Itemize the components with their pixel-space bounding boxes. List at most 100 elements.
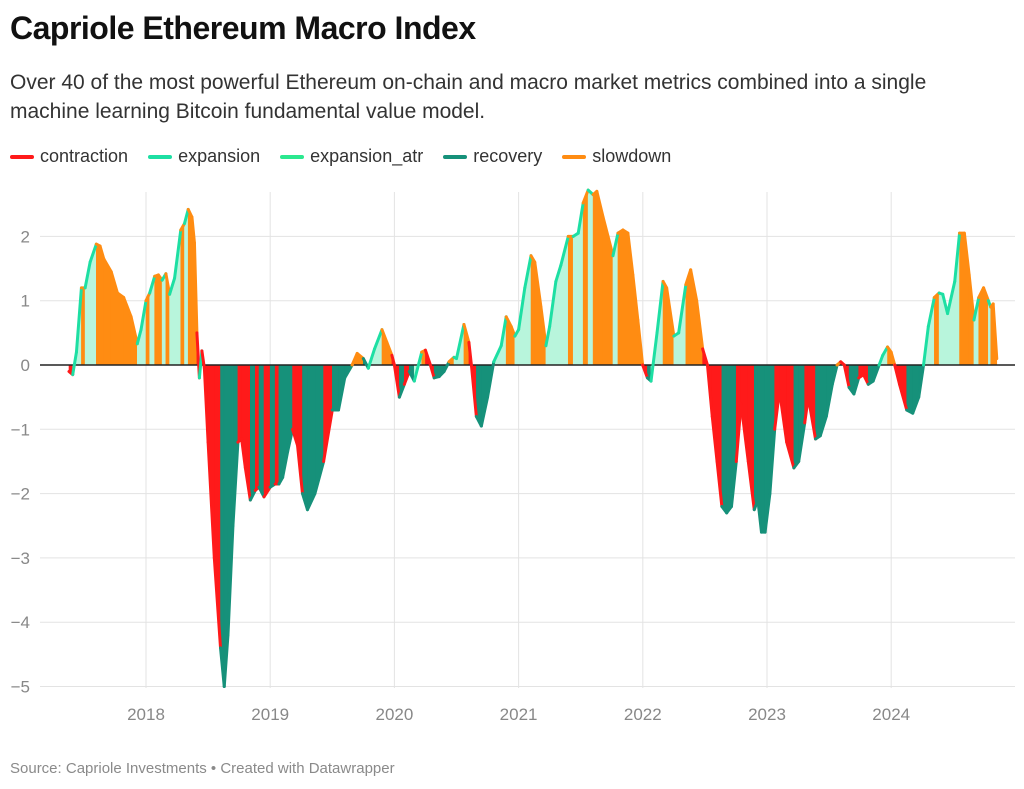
- legend-label: recovery: [473, 146, 543, 166]
- line-segment-recovery: [479, 395, 490, 428]
- line-segment-slowdown: [122, 295, 133, 319]
- legend-label: contraction: [40, 146, 129, 166]
- legend-label: expansion: [178, 146, 261, 166]
- area-segment-slowdown: [158, 274, 163, 366]
- area-segment-recovery: [726, 364, 732, 514]
- legend-swatch: [280, 154, 305, 159]
- line-segment-contraction: [291, 427, 300, 447]
- line-segment-recovery: [818, 414, 828, 438]
- x-tick-label: 2020: [375, 705, 413, 724]
- area-segment-contraction: [274, 364, 280, 485]
- line-segment-expansion: [373, 328, 384, 351]
- line-segment-contraction: [206, 440, 216, 560]
- line-segment-recovery: [286, 427, 295, 454]
- legend-label: slowdown: [592, 146, 672, 166]
- line-segment-recovery: [281, 450, 290, 480]
- line-segment-expansion: [492, 344, 503, 364]
- line-segment-contraction: [243, 466, 252, 502]
- line-segment-contraction: [296, 443, 304, 496]
- area-segment-slowdown: [117, 292, 124, 366]
- line-segment-recovery: [871, 363, 881, 383]
- legend-item-recovery: recovery: [443, 146, 542, 167]
- legend-item-contraction: contraction: [10, 146, 128, 167]
- area-segment-recovery: [332, 364, 339, 411]
- line-segment-contraction: [423, 348, 432, 367]
- line-segment-slowdown: [601, 215, 610, 238]
- line-segment-expansion: [135, 328, 143, 346]
- line-segment-slowdown: [462, 322, 471, 344]
- x-tick-label: 2024: [872, 705, 910, 724]
- line-segment-recovery: [257, 485, 266, 499]
- chart-subtitle: Over 40 of the most powerful Ethereum on…: [10, 71, 927, 123]
- line-segment-expansion: [168, 276, 177, 296]
- line-segment-contraction: [715, 459, 724, 508]
- line-segment-contraction: [469, 363, 478, 418]
- area-segment-recovery: [815, 364, 821, 440]
- area-segment-slowdown: [154, 274, 159, 366]
- line-segment-expansion: [649, 331, 659, 383]
- line-segment-expansion: [877, 353, 885, 367]
- line-segment-recovery: [729, 459, 738, 508]
- y-tick-label: 1: [21, 292, 30, 311]
- line-segment-recovery: [442, 360, 451, 373]
- area-segment-slowdown: [617, 229, 624, 366]
- area-segment-slowdown: [103, 257, 112, 366]
- x-tick-label: 2022: [624, 705, 662, 724]
- legend-item-slowdown: slowdown: [562, 146, 671, 167]
- line-segment-contraction: [842, 363, 851, 390]
- line-segment-slowdown: [631, 273, 640, 322]
- x-axis: 2018 2019 2020 2021 2022 2023 2024: [127, 705, 910, 724]
- line-segment-expansion: [946, 279, 957, 316]
- line-segment-contraction: [322, 408, 334, 463]
- line-segment-contraction: [240, 437, 247, 470]
- line-segment-expansion: [83, 260, 92, 290]
- line-segment-slowdown: [129, 315, 139, 346]
- line-segment-recovery: [222, 633, 230, 688]
- y-tick-label: −2: [11, 485, 30, 504]
- line-segment-expansion: [173, 228, 183, 280]
- area-segment-expansion: [673, 332, 679, 366]
- area-segment-contraction: [254, 364, 260, 492]
- line-segment-recovery: [343, 363, 354, 380]
- line-segment-contraction: [734, 402, 743, 463]
- line-segment-slowdown: [581, 188, 590, 205]
- area-segment-expansion: [572, 232, 579, 366]
- line-segment-recovery: [797, 421, 807, 463]
- line-segment-contraction: [262, 485, 272, 499]
- line-segment-recovery: [486, 360, 496, 399]
- area-segment-expansion: [938, 292, 944, 366]
- area-segment-recovery: [721, 364, 727, 514]
- legend-item-expansion: expansion: [148, 146, 260, 167]
- line-segment-slowdown: [626, 231, 635, 277]
- line-segment-expansion: [554, 263, 563, 283]
- line-segment-slowdown: [967, 273, 976, 322]
- y-tick-label: −3: [11, 549, 30, 568]
- legend-swatch: [148, 154, 173, 159]
- legend-label: expansion_atr: [310, 146, 424, 166]
- area-segment-recovery: [269, 364, 276, 488]
- line-segment-expansion: [412, 350, 424, 383]
- legend-swatch: [443, 154, 468, 159]
- line-segment-expansion: [953, 231, 962, 283]
- line-segment-contraction: [701, 347, 709, 367]
- chart-title: Capriole Ethereum Macro Index: [10, 10, 476, 46]
- area-segment-recovery: [753, 364, 759, 510]
- y-tick-label: 0: [21, 356, 30, 375]
- x-tick-label: 2019: [251, 705, 289, 724]
- line-segment-contraction: [785, 440, 796, 470]
- area-segment-expansion: [161, 272, 167, 366]
- line-segment-slowdown: [689, 268, 699, 303]
- area-segment-slowdown: [582, 189, 589, 366]
- line-segment-recovery: [768, 427, 777, 496]
- line-segment-contraction: [777, 389, 789, 444]
- line-segment-contraction: [467, 340, 473, 367]
- line-segment-contraction: [898, 382, 909, 412]
- line-segment-contraction: [641, 363, 649, 380]
- area-segment-slowdown: [934, 292, 940, 366]
- area-segment-recovery: [250, 364, 256, 501]
- line-segment-expansion: [455, 322, 466, 361]
- line-segment-contraction: [200, 349, 206, 370]
- x-tick-label: 2021: [500, 705, 538, 724]
- area-segment-slowdown: [180, 222, 185, 366]
- line-segment-slowdown: [539, 305, 548, 348]
